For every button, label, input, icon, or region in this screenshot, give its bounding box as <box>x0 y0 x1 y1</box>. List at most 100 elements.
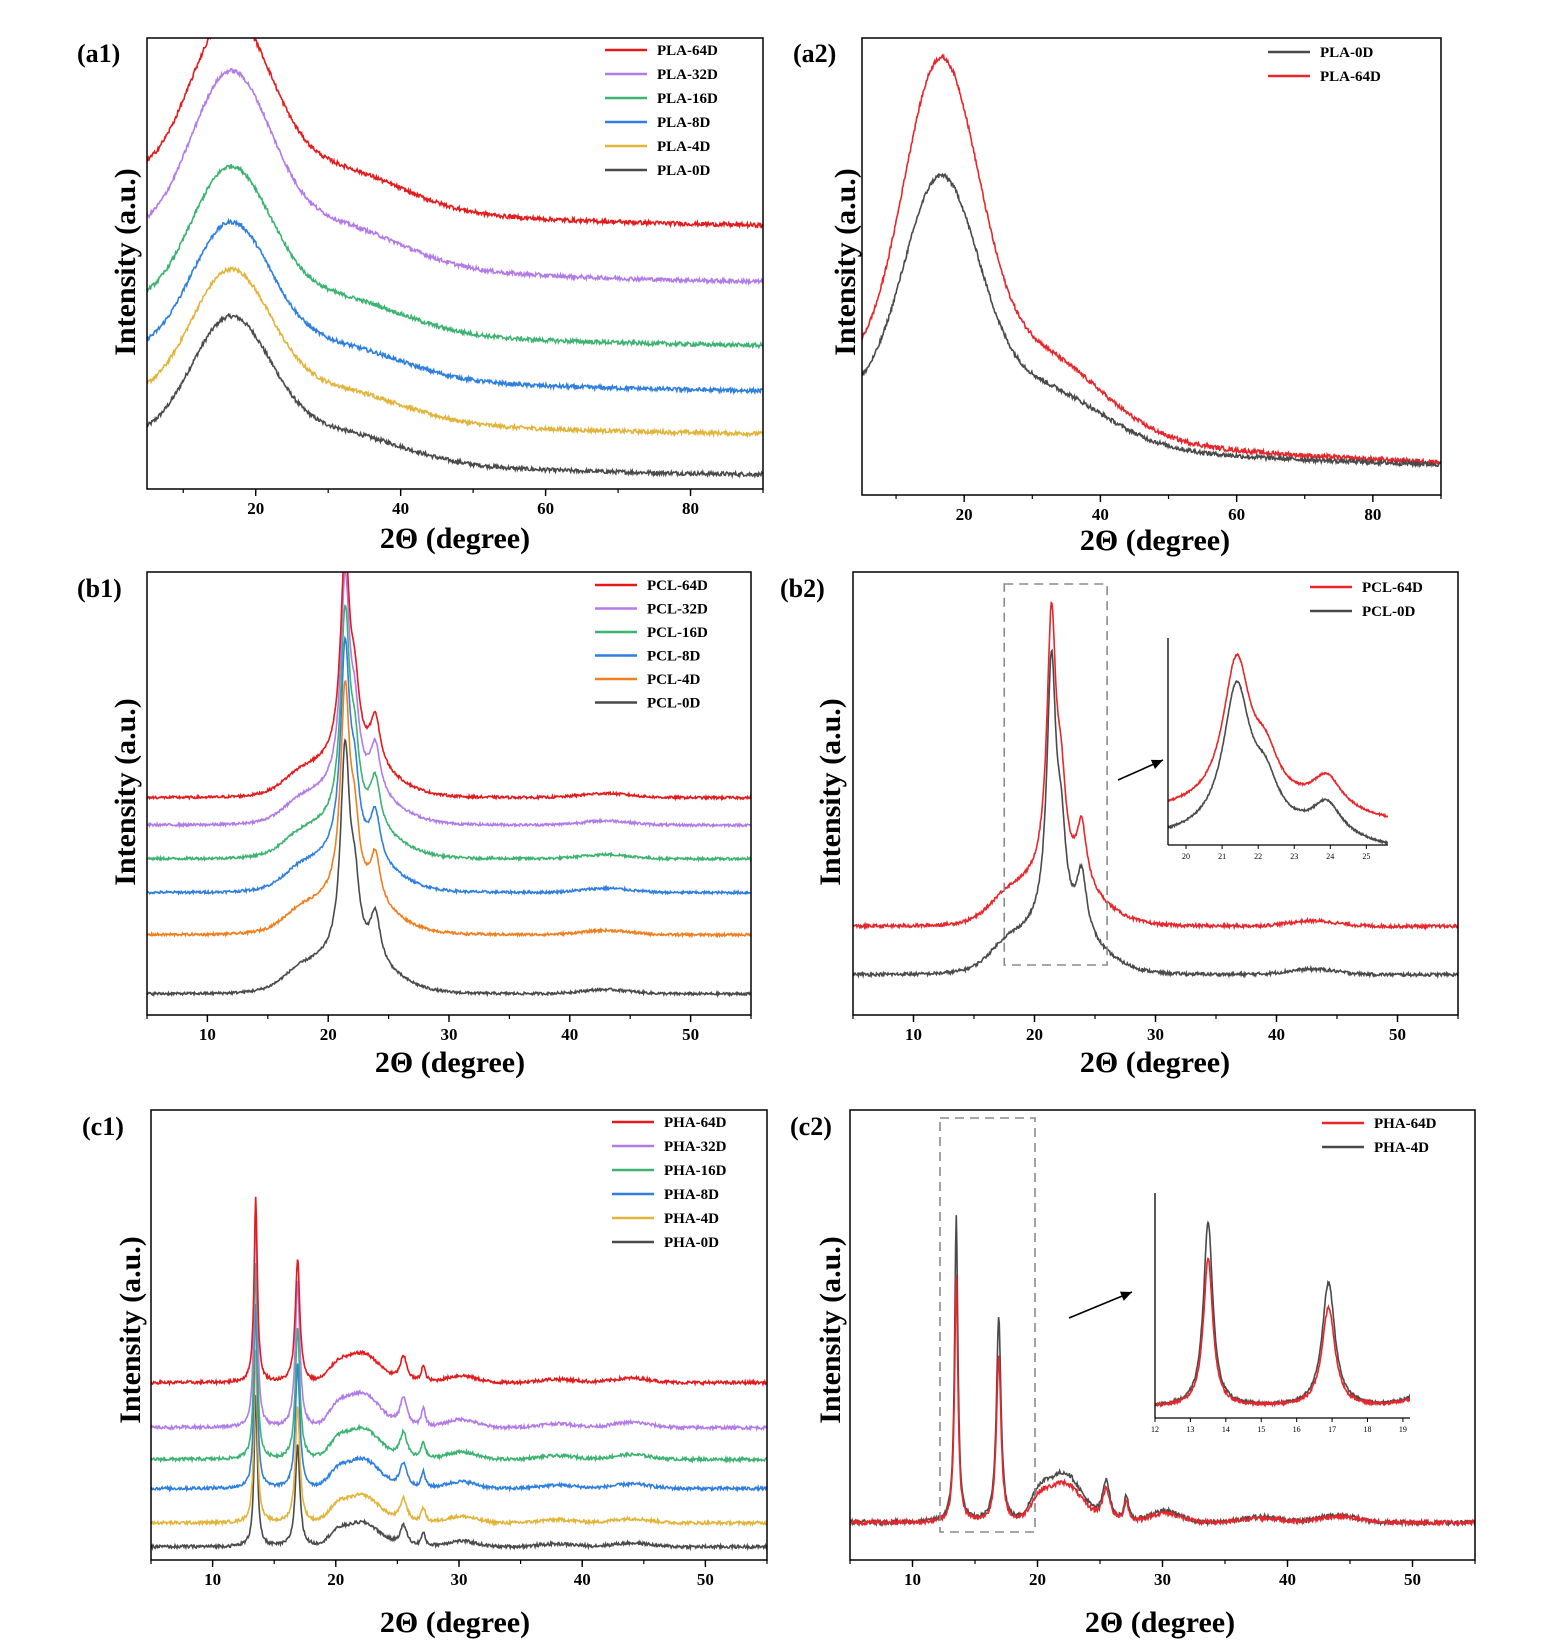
x-axis-title: 2Θ (degree) <box>1080 524 1230 557</box>
highlight-box <box>1003 583 1108 966</box>
series-line-PCL-0D <box>147 738 751 999</box>
series-line-PLA-32D <box>147 67 763 287</box>
plot-frame <box>852 571 1459 1016</box>
legend-label: PCL-16D <box>647 625 708 641</box>
inset-x-tick-label: 16 <box>1293 1425 1301 1434</box>
legend-label: PLA-0D <box>657 163 710 179</box>
inset-line-PHA-4D <box>1155 1220 1410 1408</box>
legend-label: PLA-64D <box>657 43 718 59</box>
legend-label: PHA-64D <box>664 1115 727 1131</box>
x-tick-label: 30 <box>451 1570 468 1589</box>
legend-label: PLA-16D <box>657 91 718 107</box>
legend-label: PCL-32D <box>647 602 708 618</box>
series-line-PCL-16D <box>147 604 751 863</box>
inset-line-PCL-0D <box>1168 680 1388 845</box>
inset-x-tick-label: 15 <box>1257 1425 1265 1434</box>
legend-label: PCL-64D <box>1362 580 1423 596</box>
highlight-box <box>939 1117 1036 1533</box>
x-axis-title: 2Θ (degree) <box>1080 1046 1230 1079</box>
legend-label: PCL-0D <box>1362 604 1415 620</box>
series-lines <box>147 38 763 479</box>
x-tick-label: 30 <box>1154 1570 1171 1589</box>
inset-line-PCL-64D <box>1168 652 1388 819</box>
x-tick-label: 10 <box>904 1570 921 1589</box>
x-tick-label: 40 <box>1279 1570 1296 1589</box>
series-line-PHA-4D <box>850 1215 1475 1528</box>
x-tick-label: 80 <box>1364 505 1381 524</box>
panel-label: (a2) <box>793 39 836 68</box>
inset-x-tick-label: 13 <box>1186 1425 1194 1434</box>
legend-label: PHA-4D <box>664 1211 719 1227</box>
inset-arrow-line <box>1068 1291 1133 1319</box>
series-line-PLA-64D <box>147 38 763 230</box>
legend-label: PHA-32D <box>664 1139 727 1155</box>
x-tick-label: 60 <box>1228 505 1245 524</box>
panel-b1: 10 20 30 40 50 2Θ (degree) Intensity (a.u.) (b1… <box>77 571 752 1079</box>
x-tick-label: 40 <box>561 1025 578 1044</box>
x-axis-title: 2Θ (degree) <box>1085 1606 1235 1639</box>
inset-x-tick-label: 18 <box>1364 1425 1372 1434</box>
x-tick-label: 50 <box>1389 1025 1406 1044</box>
series-lines <box>151 1196 767 1552</box>
x-axis-title: 2Θ (degree) <box>380 522 530 555</box>
x-tick-label: 40 <box>1268 1025 1285 1044</box>
series-lines <box>850 1215 1475 1528</box>
y-axis-title: Intensity (a.u.) <box>814 1236 847 1424</box>
inset-x-tick-label: 23 <box>1290 852 1298 861</box>
panel-label: (c2) <box>790 1112 832 1141</box>
x-tick-label: 30 <box>441 1025 458 1044</box>
legend-label: PCL-64D <box>647 578 708 594</box>
series-line-PLA-4D <box>147 266 763 439</box>
x-tick-label: 20 <box>956 505 973 524</box>
x-tick-label: 80 <box>682 499 699 518</box>
x-tick-label: 20 <box>1026 1025 1043 1044</box>
x-tick-label: 30 <box>1147 1025 1164 1044</box>
series-line-PHA-64D <box>850 1274 1475 1527</box>
inset-x-tick-label: 14 <box>1222 1425 1230 1434</box>
inset-x-tick-label: 24 <box>1326 852 1334 861</box>
legend-label: PCL-4D <box>647 672 700 688</box>
x-axis-title: 2Θ (degree) <box>380 1606 530 1639</box>
y-axis-title: Intensity (a.u.) <box>109 168 142 356</box>
series-lines <box>147 572 751 999</box>
series-line-PHA-16D <box>151 1263 767 1465</box>
panel-a1: 20 40 60 80 2Θ (degree) Intensity (a.u.) (a1) P… <box>77 37 764 555</box>
panel-c2: 10 20 30 40 50 2Θ (degree) Intensity (a.u.) (c2… <box>790 1109 1476 1639</box>
series-line-PHA-4D <box>151 1349 767 1528</box>
inset-x-tick-label: 22 <box>1254 852 1262 861</box>
x-tick-label: 40 <box>1092 505 1109 524</box>
legend-label: PLA-8D <box>657 115 710 131</box>
panel-c1: 10 20 30 40 50 2Θ (degree) Intensity (a.u.) (c1… <box>82 1109 768 1639</box>
x-tick-label: 10 <box>905 1025 922 1044</box>
legend-label: PHA-0D <box>664 1235 719 1251</box>
panel-label: (c1) <box>82 1112 124 1141</box>
panel-label: (a1) <box>77 39 120 68</box>
series-line-PCL-64D <box>147 572 751 802</box>
y-axis-title: Intensity (a.u.) <box>109 698 142 886</box>
x-tick-label: 10 <box>204 1570 221 1589</box>
legend: PLA-0D PLA-64D <box>1268 45 1381 85</box>
x-tick-label: 20 <box>1029 1570 1046 1589</box>
series-line-PCL-32D <box>147 572 751 829</box>
x-tick-label: 20 <box>320 1025 337 1044</box>
inset-x-tick-label: 20 <box>1182 852 1190 861</box>
series-line-PHA-0D <box>151 1394 767 1552</box>
plot-frame <box>146 37 764 490</box>
series-line-PHA-8D <box>151 1303 767 1493</box>
legend-label: PCL-0D <box>647 696 700 712</box>
inset: 20 21 22 23 24 25 <box>1117 638 1388 861</box>
x-tick-label: 50 <box>697 1570 714 1589</box>
inset-x-tick-label: 21 <box>1218 852 1226 861</box>
panel-label: (b1) <box>77 574 122 603</box>
y-axis-title: Intensity (a.u.) <box>114 1236 147 1424</box>
series-line-PLA-8D <box>147 217 763 396</box>
legend-label: PLA-32D <box>657 67 718 83</box>
x-tick-label: 20 <box>247 499 264 518</box>
series-line-PCL-0D <box>853 648 1458 980</box>
inset: 12 13 14 15 16 17 18 19 <box>1068 1193 1410 1434</box>
x-tick-label: 50 <box>682 1025 699 1044</box>
x-tick-label: 20 <box>327 1570 344 1589</box>
inset-lines <box>1155 1220 1410 1409</box>
